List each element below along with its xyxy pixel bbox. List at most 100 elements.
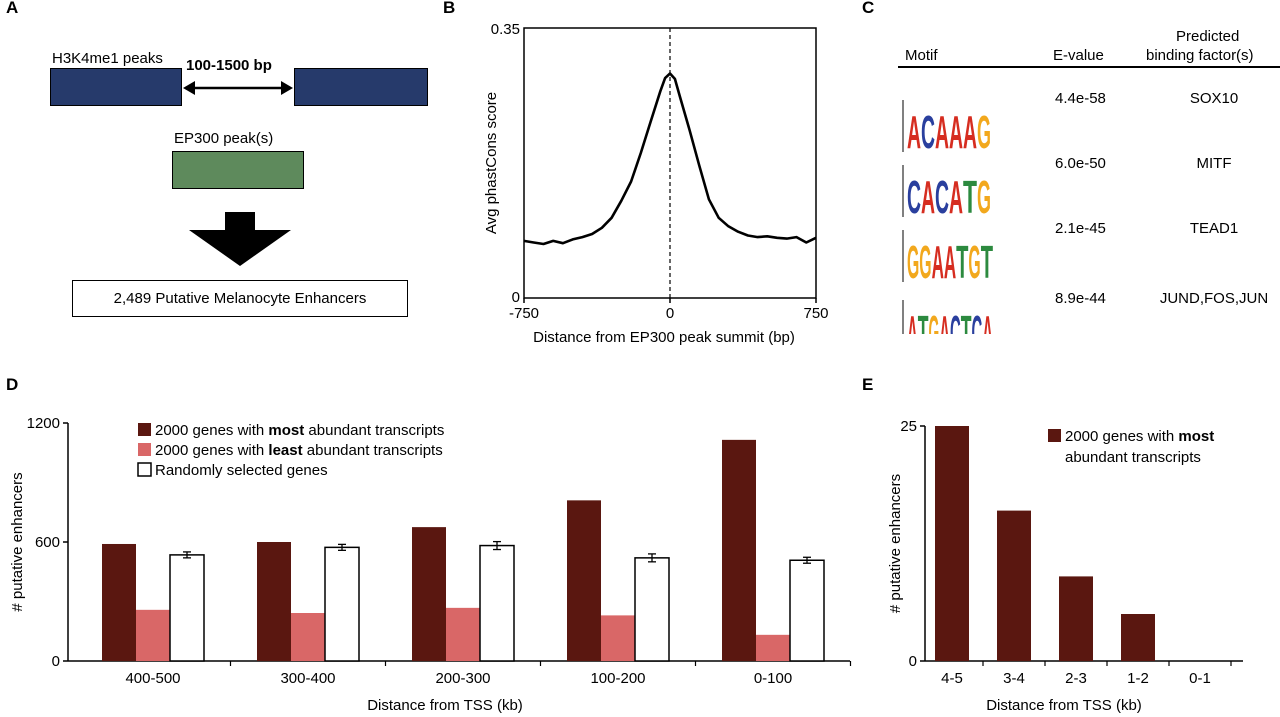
bar-0-100-series-1	[756, 634, 790, 661]
motif-letter-a: A	[907, 106, 921, 158]
y-axis-title: # putative enhancers	[9, 472, 26, 611]
evalue-sox10: 4.4e-58	[1055, 90, 1106, 107]
evalue-header: E-value	[1053, 47, 1104, 64]
motif-letter-g: G	[907, 236, 919, 288]
motif-letter-t: T	[981, 236, 993, 288]
motif-letter-g: G	[977, 106, 991, 158]
factor-header-line1: Predicted	[1176, 28, 1240, 45]
motif-letter-c: C	[950, 306, 961, 334]
bar-1-2-series-0	[1121, 614, 1155, 661]
motif-letter-t: T	[961, 306, 972, 334]
x-tick-label-0: 0	[666, 305, 674, 322]
bar-400-500-series-0	[102, 543, 136, 661]
bar-300-400-series-1	[291, 613, 325, 661]
bar-4-5-series-0	[935, 426, 969, 661]
motif-header: Motif	[905, 47, 938, 64]
bar-200-300-series-0	[412, 527, 446, 661]
bar-100-200-series-2	[634, 557, 670, 662]
result-label: 2,489 Putative Melanocyte Enhancers	[113, 290, 367, 307]
x-tick-label-1-2: 1-2	[1127, 670, 1149, 687]
bar-400-500-series-2	[169, 554, 205, 662]
bar-0-100-series-2	[789, 559, 825, 662]
panel-b-label: B	[443, 0, 456, 17]
x-axis-title: Distance from TSS (kb)	[986, 697, 1142, 714]
factor-header-line2: binding factor(s)	[1146, 47, 1254, 64]
panel-a-label: A	[6, 0, 19, 17]
y-tick-label-25: 25	[900, 418, 917, 435]
bar-300-400-series-2	[324, 546, 360, 662]
y-axis-title: Avg phastCons score	[483, 92, 500, 234]
x-tick-label-4-5: 4-5	[941, 670, 963, 687]
y-tick-label-0-35: 0.35	[491, 21, 520, 38]
bar-100-200-series-0	[567, 500, 601, 661]
bar-3-4-series-0	[997, 510, 1031, 661]
motif-letter-c: C	[935, 171, 949, 223]
motif-letter-t: T	[918, 306, 929, 334]
legend-label-2: Randomly selected genes	[155, 462, 328, 479]
motif-letter-t: T	[963, 171, 977, 223]
distance-range-label: 100-1500 bp	[186, 57, 272, 74]
panel-c-label: C	[862, 0, 875, 17]
phastcons-line	[523, 72, 817, 246]
motif-letter-a: A	[949, 171, 963, 223]
motif-letter-g: G	[919, 236, 931, 288]
motif-letter-a: A	[921, 171, 935, 223]
y-tick-label-600: 600	[35, 534, 60, 551]
x-tick-label-750: 750	[803, 305, 828, 322]
chart-d: 0 600 1200 400-500 300-400 200-300 100-200 0-10…	[9, 415, 852, 714]
motif-letter-a: A	[932, 236, 944, 288]
motif-letter-a: A	[939, 306, 950, 334]
evalue-tead1: 2.1e-45	[1055, 220, 1106, 237]
result-box: 2,489 Putative Melanocyte Enhancers	[72, 280, 408, 317]
legend-swatch-1	[138, 443, 151, 456]
bar-100-200-series-1	[601, 615, 635, 661]
factor-tead1: TEAD1	[1189, 220, 1239, 237]
bar-0-100-series-0	[722, 439, 756, 661]
x-tick-label-2-3: 2-3	[1065, 670, 1087, 687]
evalue-jund-fos-jun: 8.9e-44	[1055, 290, 1106, 307]
motif-letter-g: G	[968, 236, 980, 288]
x-tick-label-0-1: 0-1	[1189, 670, 1211, 687]
legend-label-0: 2000 genes with most abundant transcript…	[155, 422, 444, 439]
factor-mitf: MITF	[1196, 155, 1232, 172]
bar-400-500-series-1	[136, 609, 170, 661]
y-tick-label-0: 0	[909, 653, 917, 670]
motif-letter-c: C	[921, 106, 935, 158]
legend-swatch-0	[1048, 429, 1061, 442]
motif-letter-c: C	[972, 306, 983, 334]
h3k4me1-peak-right	[294, 68, 428, 106]
motif-letter-t: T	[956, 236, 968, 288]
y-tick-label-1200: 1200	[27, 415, 60, 432]
distance-double-arrow	[183, 81, 293, 95]
y-tick-label-0: 0	[512, 289, 520, 306]
x-axis-title: Distance from EP300 peak summit (bp)	[533, 329, 795, 346]
legend-label-1: 2000 genes with least abundant transcrip…	[155, 442, 443, 459]
motif-letter-a: A	[935, 106, 949, 158]
motif-letter-a: A	[949, 106, 963, 158]
ep300-label: EP300 peak(s)	[174, 130, 274, 147]
bar-300-400-series-0	[257, 542, 291, 661]
x-tick-label-300-400: 300-400	[280, 670, 335, 687]
x-tick-label-0-100: 0-100	[754, 670, 792, 687]
x-tick-label-200-300: 200-300	[435, 670, 490, 687]
y-axis-title: # putative enhancers	[887, 474, 904, 613]
motif-letter-g: G	[977, 171, 991, 223]
motif-letter-c: C	[907, 171, 921, 223]
header-rule	[898, 66, 1280, 68]
down-arrow	[189, 212, 291, 266]
ep300-peak	[172, 151, 304, 189]
legend-label-0: 2000 genes with most abundant transcripts	[1065, 428, 1214, 466]
motif-logos: A C A A A GC A C A T GG G A A T G TA T G A C T C A	[902, 100, 993, 334]
x-tick-label-400-500: 400-500	[125, 670, 180, 687]
bar-200-300-series-2	[479, 544, 515, 662]
panel-d-label: D	[6, 375, 19, 394]
legend-swatch-2	[137, 462, 152, 477]
h3k4me1-label: H3K4me1 peaks	[52, 50, 163, 67]
h3k4me1-peak-left	[50, 68, 182, 106]
factor-sox10: SOX10	[1189, 90, 1239, 107]
